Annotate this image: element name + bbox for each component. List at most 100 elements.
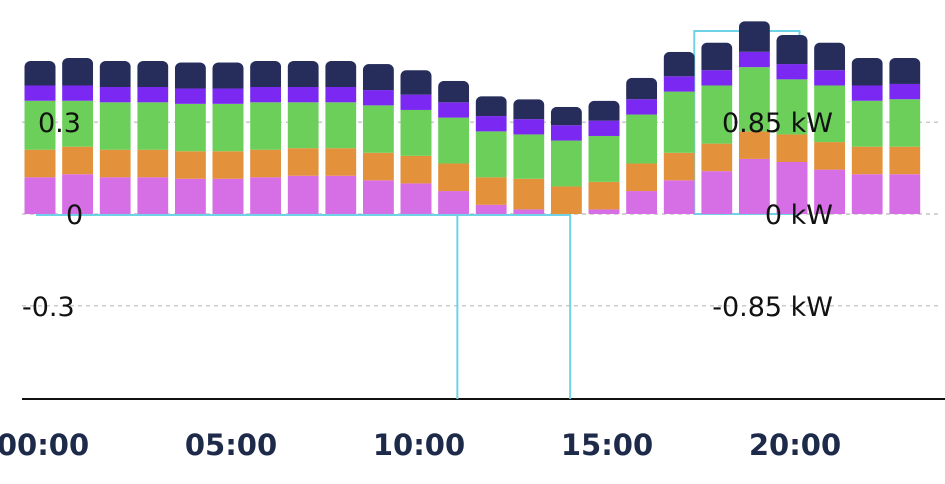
bar-stack xyxy=(137,61,169,214)
bar-segment xyxy=(701,70,733,86)
bar-segment xyxy=(174,62,206,89)
y-left-tick-label: 0.3 xyxy=(38,108,81,139)
bar-segment xyxy=(851,146,883,175)
bar-segment xyxy=(776,64,808,80)
bar-segment xyxy=(851,100,883,147)
bar-stack xyxy=(62,57,94,214)
bar-segment xyxy=(475,177,507,205)
bar-segment xyxy=(588,209,620,214)
bar-segment xyxy=(438,102,470,118)
bar-segment xyxy=(814,85,846,143)
bar-segment xyxy=(663,152,695,181)
bar-segment xyxy=(663,91,695,153)
bar-segment xyxy=(626,77,658,100)
bar-segment xyxy=(475,116,507,132)
bar-segment xyxy=(24,85,56,101)
bar-segment xyxy=(62,100,94,147)
bar-stack xyxy=(776,34,808,214)
bar-segment xyxy=(626,99,658,115)
bar-segment xyxy=(250,149,282,178)
bar-segment xyxy=(24,177,56,214)
bar-segment xyxy=(362,152,394,181)
bar-segment xyxy=(99,61,131,88)
bar-stack xyxy=(287,61,319,214)
bar-stack xyxy=(475,96,507,214)
bar-segment xyxy=(212,151,244,179)
bar-stack xyxy=(513,99,545,214)
bar-segment xyxy=(776,161,808,214)
bar-segment xyxy=(62,85,94,101)
bar-segment xyxy=(62,57,94,86)
bar-segment xyxy=(475,131,507,178)
bar-segment xyxy=(663,180,695,214)
x-tick-label: 00:00 xyxy=(0,428,89,462)
bar-segment xyxy=(889,83,921,100)
bar-segment xyxy=(137,177,169,214)
bar-segment xyxy=(62,174,94,214)
bar-segment xyxy=(99,149,131,178)
bar-stack xyxy=(362,64,394,214)
bar-segment xyxy=(513,178,545,210)
bar-segment xyxy=(588,135,620,182)
bar-segment xyxy=(24,100,56,150)
bar-segment xyxy=(174,103,206,152)
bar-segment xyxy=(588,181,620,210)
bar-stack xyxy=(738,21,770,214)
bar-segment xyxy=(99,87,131,103)
bar-stack xyxy=(24,61,56,214)
bar-segment xyxy=(626,114,658,164)
bar-stack xyxy=(814,42,846,214)
bar-segment xyxy=(851,57,883,86)
bar-stack xyxy=(550,106,582,214)
x-tick-label: 10:00 xyxy=(373,428,465,462)
y-right-tick-label: 0 kW xyxy=(765,200,833,231)
bar-segment xyxy=(513,209,545,214)
bar-segment xyxy=(513,99,545,120)
bar-segment xyxy=(550,125,582,141)
bar-segment xyxy=(325,175,357,214)
x-tick-label: 15:00 xyxy=(561,428,653,462)
bar-segment xyxy=(814,70,846,86)
bar-segment xyxy=(287,148,319,176)
bar-segment xyxy=(325,148,357,176)
bar-segment xyxy=(776,134,808,162)
bar-segment xyxy=(62,146,94,175)
bar-segment xyxy=(475,96,507,117)
bar-segment xyxy=(550,140,582,187)
bar-stack xyxy=(701,42,733,214)
bar-segment xyxy=(287,61,319,88)
bar-segment xyxy=(400,94,432,110)
bar-segment xyxy=(99,102,131,150)
bar-segment xyxy=(362,105,394,153)
bar-stack xyxy=(325,61,357,214)
bar-segment xyxy=(325,87,357,103)
bar-segment xyxy=(137,61,169,88)
bar-segment xyxy=(287,87,319,103)
bar-segment xyxy=(287,175,319,214)
bar-segment xyxy=(814,142,846,170)
bar-segment xyxy=(889,99,921,147)
bar-segment xyxy=(776,79,808,135)
bar-stack xyxy=(212,62,244,214)
bar-stack xyxy=(99,61,131,214)
bar-segment xyxy=(24,149,56,178)
bar-segment xyxy=(588,100,620,121)
bar-segment xyxy=(438,80,470,103)
y-left-tick-label: -0.3 xyxy=(22,292,75,323)
bar-segment xyxy=(362,180,394,214)
bar-segment xyxy=(250,61,282,88)
bar-segment xyxy=(250,102,282,150)
bar-segment xyxy=(212,103,244,152)
bar-segment xyxy=(400,183,432,214)
bar-segment xyxy=(851,174,883,214)
bar-segment xyxy=(137,87,169,103)
bar-segment xyxy=(438,163,470,192)
bar-segment xyxy=(174,88,206,104)
bar-segment xyxy=(663,76,695,92)
bar-segment xyxy=(287,102,319,149)
bar-stack xyxy=(174,62,206,214)
y-right-tick-label: 0.85 kW xyxy=(722,108,833,139)
bar-stack xyxy=(400,70,432,214)
bar-segment xyxy=(738,51,770,68)
